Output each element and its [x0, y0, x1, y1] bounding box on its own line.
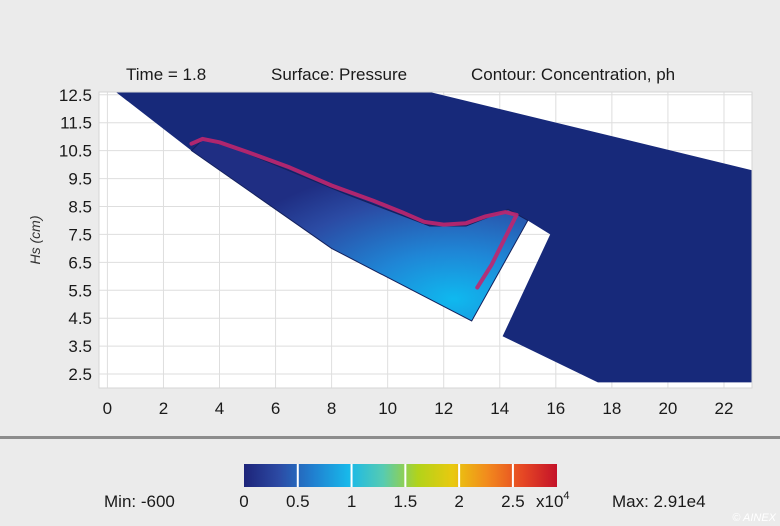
x-tick-label: 8 — [327, 399, 336, 418]
contour-line — [189, 136, 519, 290]
y-tick-label: 4.5 — [68, 309, 92, 328]
x-axis-ticks: 0 2 4 6 8 10 12 14 16 18 20 22 — [103, 399, 734, 418]
y-tick-label: 7.5 — [68, 225, 92, 244]
y-tick-label: 8.5 — [68, 197, 92, 216]
surface-label: Surface: Pressure — [271, 65, 407, 84]
y-tick-label: 5.5 — [68, 281, 92, 300]
colorbar — [244, 464, 557, 487]
x-tick-label: 6 — [271, 399, 280, 418]
max-label: Max: 2.91e4 — [612, 492, 706, 511]
y-tick-label: 3.5 — [68, 337, 92, 356]
x-tick-label: 4 — [215, 399, 224, 418]
colorbar-multiplier: x104 — [536, 490, 570, 511]
x-tick-label: 2 — [159, 399, 168, 418]
y-axis-label: Hs (cm) — [27, 216, 43, 265]
x-tick-label: 0 — [103, 399, 112, 418]
time-label: Time = 1.8 — [126, 65, 206, 84]
colorbar-ticks: 0 0.5 1 1.5 2 2.5 — [239, 464, 525, 511]
y-axis-ticks: 12.5 11.5 10.5 9.5 8.5 7.5 6.5 5.5 4.5 3.5 2.5 — [59, 86, 92, 384]
colorbar-tick-label: 0.5 — [286, 492, 310, 511]
x-tick-label: 12 — [434, 399, 453, 418]
y-tick-label: 10.5 — [59, 142, 92, 161]
watermark: © AINEX — [732, 512, 776, 524]
colorbar-tick-label: 1.5 — [394, 492, 418, 511]
y-tick-label: 6.5 — [68, 253, 92, 272]
y-tick-label: 12.5 — [59, 86, 92, 105]
concentration-contour — [189, 136, 519, 290]
colorbar-tick-label: 2.5 — [501, 492, 525, 511]
min-label: Min: -600 — [104, 492, 175, 511]
x-tick-label: 22 — [715, 399, 734, 418]
colorbar-tick-label: 0 — [239, 492, 248, 511]
x-tick-label: 14 — [490, 399, 509, 418]
plot-frame — [98, 91, 753, 389]
contour-label: Contour: Concentration, ph — [471, 65, 675, 84]
multiplier-exponent: 4 — [563, 490, 569, 502]
colorbar-tick-label: 2 — [454, 492, 463, 511]
x-tick-label: 10 — [378, 399, 397, 418]
separator-line — [0, 436, 780, 439]
x-tick-label: 18 — [602, 399, 621, 418]
x-tick-label: 16 — [546, 399, 565, 418]
y-tick-label: 11.5 — [60, 114, 92, 133]
multiplier-base: x10 — [536, 492, 563, 511]
x-tick-label: 20 — [658, 399, 677, 418]
colorbar-tick-label: 1 — [347, 492, 356, 511]
y-tick-label: 9.5 — [68, 170, 92, 189]
y-tick-label: 2.5 — [68, 365, 92, 384]
